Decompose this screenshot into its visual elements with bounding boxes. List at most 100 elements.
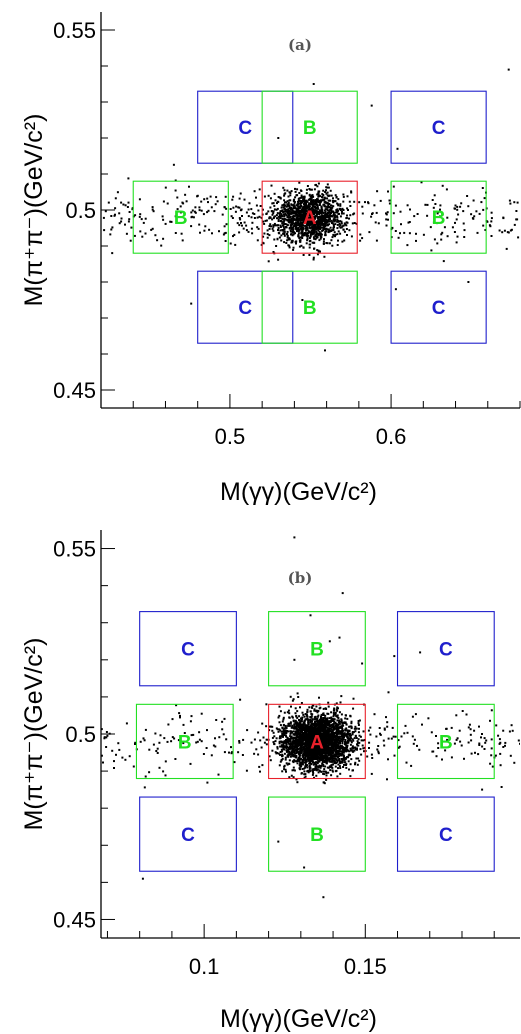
data-point xyxy=(311,747,314,750)
data-point xyxy=(344,733,347,736)
data-point xyxy=(329,189,332,192)
data-point xyxy=(336,752,339,754)
data-point xyxy=(319,718,321,721)
data-point xyxy=(339,203,342,206)
data-point xyxy=(286,224,289,227)
data-point xyxy=(288,762,291,765)
data-point xyxy=(519,742,520,745)
data-point xyxy=(298,753,301,756)
data-point xyxy=(345,727,348,730)
data-point xyxy=(430,731,433,734)
data-point xyxy=(194,211,197,214)
data-point xyxy=(304,713,307,715)
data-point xyxy=(290,190,293,193)
data-point xyxy=(179,211,182,214)
data-point xyxy=(205,747,208,749)
data-point xyxy=(296,781,299,784)
data-point xyxy=(298,237,301,240)
data-point xyxy=(303,770,306,773)
data-point xyxy=(318,230,321,233)
data-point xyxy=(302,227,305,230)
data-point xyxy=(314,749,317,752)
data-point xyxy=(106,734,109,737)
data-point xyxy=(317,750,320,753)
data-point xyxy=(313,729,316,732)
data-point xyxy=(346,733,348,736)
data-point xyxy=(190,225,193,228)
data-point xyxy=(297,214,300,217)
data-point xyxy=(416,213,419,215)
data-point xyxy=(334,219,337,222)
data-point xyxy=(440,238,443,241)
data-point xyxy=(152,210,155,213)
data-point xyxy=(320,753,323,755)
data-point xyxy=(314,235,317,238)
data-point xyxy=(287,212,290,215)
data-point xyxy=(349,763,352,766)
data-point xyxy=(334,722,337,725)
data-point xyxy=(310,737,313,740)
data-point xyxy=(230,746,232,749)
data-point xyxy=(340,721,343,724)
data-point xyxy=(312,217,315,220)
data-point xyxy=(148,748,151,751)
data-point xyxy=(445,727,448,730)
data-point xyxy=(281,733,284,736)
data-point xyxy=(288,213,291,216)
data-point xyxy=(302,713,305,716)
data-point xyxy=(307,755,310,758)
data-point xyxy=(301,228,304,231)
data-point xyxy=(295,725,298,728)
data-point xyxy=(326,748,329,751)
data-point xyxy=(334,234,336,237)
data-point xyxy=(315,763,318,766)
data-point xyxy=(303,776,306,779)
data-point xyxy=(283,199,286,202)
data-point xyxy=(261,722,264,725)
data-point xyxy=(478,744,481,746)
data-point xyxy=(292,720,295,723)
data-point xyxy=(283,217,286,220)
data-point xyxy=(331,756,334,759)
data-point xyxy=(340,747,343,750)
data-point xyxy=(283,208,286,210)
data-point xyxy=(329,727,332,730)
data-point xyxy=(309,221,312,224)
region-box-B xyxy=(268,611,366,687)
data-point xyxy=(441,758,443,761)
data-point xyxy=(301,233,304,236)
data-point xyxy=(301,763,304,766)
data-point xyxy=(391,226,394,229)
data-point xyxy=(345,723,348,726)
data-point xyxy=(284,745,287,748)
data-point xyxy=(342,209,345,211)
data-point xyxy=(277,229,279,231)
data-point xyxy=(162,218,165,221)
data-point xyxy=(406,204,409,207)
data-point xyxy=(393,655,396,658)
data-point xyxy=(310,188,313,191)
data-point xyxy=(327,738,330,740)
data-point xyxy=(310,209,313,212)
data-point xyxy=(307,718,310,721)
data-point xyxy=(351,745,354,748)
data-point xyxy=(328,242,331,245)
data-point xyxy=(110,215,113,217)
data-point xyxy=(307,206,310,209)
data-point xyxy=(276,217,278,220)
data-point xyxy=(455,738,458,741)
data-point xyxy=(328,753,330,756)
data-point xyxy=(209,195,212,198)
data-point xyxy=(333,748,336,751)
data-point xyxy=(303,732,305,734)
data-point xyxy=(314,206,316,209)
data-point xyxy=(327,701,330,704)
data-point xyxy=(273,742,276,745)
data-point xyxy=(305,746,308,749)
data-point xyxy=(242,227,245,230)
data-point xyxy=(315,774,318,777)
data-point xyxy=(190,715,193,718)
data-point xyxy=(302,748,305,751)
data-point xyxy=(491,765,494,768)
